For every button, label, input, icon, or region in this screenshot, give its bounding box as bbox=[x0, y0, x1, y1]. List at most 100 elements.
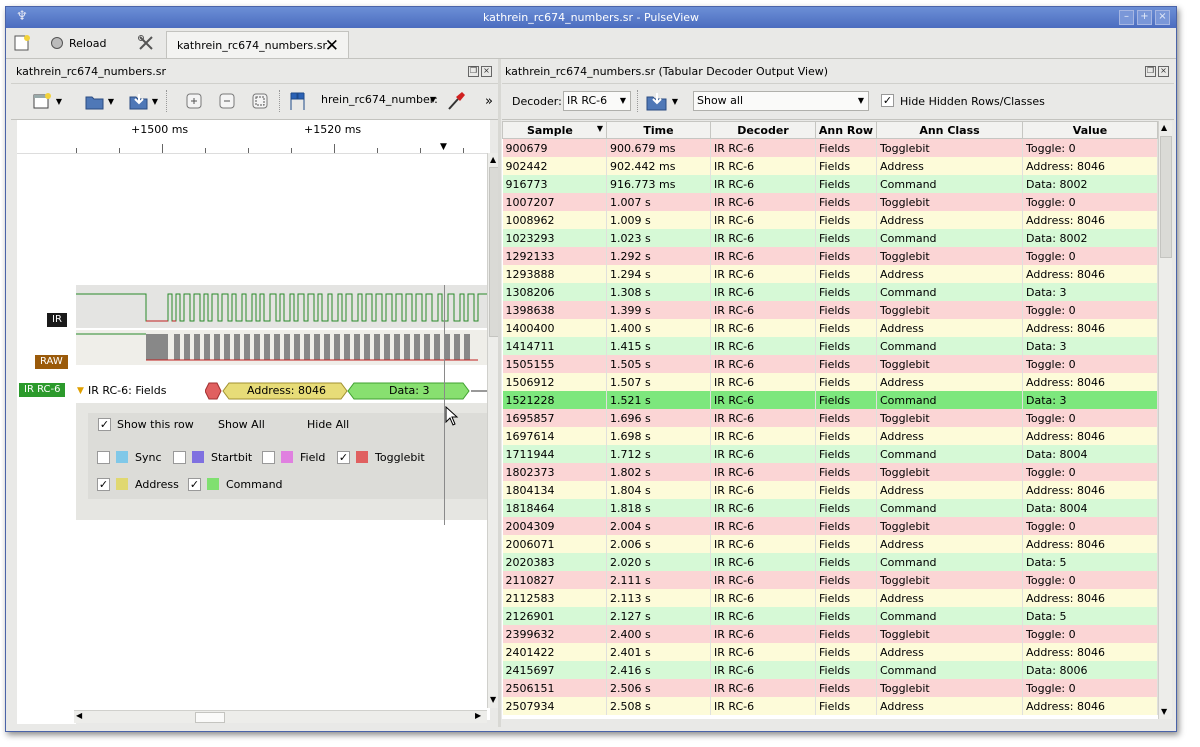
table-row[interactable]: 916773 916.773 ms IR RC-6 Fields Command Data… bbox=[502, 175, 1158, 193]
column-header-value[interactable]: Value bbox=[1022, 121, 1158, 139]
table-row[interactable]: 1400400 1.400 s IR RC-6 Fields Address Addres… bbox=[502, 319, 1158, 337]
time-ruler[interactable]: +1500 ms +1520 ms ▼ bbox=[17, 120, 490, 154]
device-combo[interactable]: hrein_rc674_number: ▼ bbox=[318, 91, 440, 111]
column-header-sample[interactable]: Sample ▼ bbox=[502, 121, 607, 139]
table-row[interactable]: 1414711 1.415 s IR RC-6 Fields Command Data: … bbox=[502, 337, 1158, 355]
table-row[interactable]: 1505155 1.505 s IR RC-6 Fields Togglebit Togg… bbox=[502, 355, 1158, 373]
table-row[interactable]: 1818464 1.818 s IR RC-6 Fields Command Data: … bbox=[502, 499, 1158, 517]
scroll-down-icon[interactable]: ▼ bbox=[1161, 707, 1168, 716]
ir-trace-row[interactable] bbox=[76, 285, 490, 328]
scroll-thumb[interactable] bbox=[1160, 136, 1172, 258]
cursors-button[interactable] bbox=[287, 90, 309, 112]
show-all-button[interactable]: Show All bbox=[218, 418, 265, 431]
table-row[interactable]: 1008962 1.009 s IR RC-6 Fields Address Addres… bbox=[502, 211, 1158, 229]
table-row[interactable]: 1308206 1.308 s IR RC-6 Fields Command Data: … bbox=[502, 283, 1158, 301]
new-view-button[interactable] bbox=[31, 90, 53, 112]
probe-button[interactable] bbox=[445, 90, 467, 112]
chevron-down-icon[interactable]: ▼ bbox=[151, 96, 159, 106]
column-header-ann-class[interactable]: Ann Class bbox=[876, 121, 1023, 139]
zoom-out-button[interactable] bbox=[216, 90, 238, 112]
sync-checkbox[interactable] bbox=[97, 451, 110, 464]
new-session-button[interactable] bbox=[14, 32, 30, 54]
table-row[interactable]: 1711944 1.712 s IR RC-6 Fields Command Data: … bbox=[502, 445, 1158, 463]
table-row[interactable]: 2399632 2.400 s IR RC-6 Fields Togglebit Togg… bbox=[502, 625, 1158, 643]
address-checkbox[interactable]: ✓ bbox=[97, 478, 110, 491]
cursor-marker-icon[interactable]: ▼ bbox=[440, 142, 447, 152]
startbit-checkbox[interactable] bbox=[173, 451, 186, 464]
channel-label-decoder[interactable]: IR RC-6 bbox=[19, 383, 66, 397]
save-table-button[interactable] bbox=[646, 90, 668, 112]
table-row[interactable]: 2110827 2.111 s IR RC-6 Fields Togglebit Togg… bbox=[502, 571, 1158, 589]
expand-arrow-icon[interactable]: ▼ bbox=[77, 386, 84, 396]
zoom-in-button[interactable] bbox=[183, 90, 205, 112]
close-window-button[interactable]: × bbox=[1155, 10, 1170, 25]
table-row[interactable]: 2415697 2.416 s IR RC-6 Fields Command Data: … bbox=[502, 661, 1158, 679]
panel-splitter[interactable] bbox=[498, 59, 501, 727]
table-row[interactable]: 1293888 1.294 s IR RC-6 Fields Address Addres… bbox=[502, 265, 1158, 283]
scroll-left-icon[interactable]: ◀ bbox=[76, 711, 83, 720]
scroll-right-icon[interactable]: ▶ bbox=[475, 711, 482, 720]
scroll-up-icon[interactable]: ▲ bbox=[490, 155, 497, 164]
hide-hidden-checkbox[interactable]: ✓ bbox=[881, 94, 894, 107]
maximize-button[interactable]: + bbox=[1137, 10, 1152, 25]
chevron-down-icon[interactable]: ▼ bbox=[55, 96, 63, 106]
scroll-down-icon[interactable]: ▼ bbox=[490, 695, 497, 704]
column-header-time[interactable]: Time bbox=[606, 121, 711, 139]
togglebit-checkbox[interactable]: ✓ bbox=[337, 451, 350, 464]
field-checkbox[interactable] bbox=[262, 451, 275, 464]
toolbar-overflow-button[interactable]: » bbox=[485, 93, 493, 109]
trace-horizontal-scrollbar[interactable]: ◀ ▶ bbox=[74, 710, 487, 723]
save-file-button[interactable] bbox=[128, 90, 150, 112]
column-header-decoder[interactable]: Decoder bbox=[710, 121, 816, 139]
table-row[interactable]: 902442 902.442 ms IR RC-6 Fields Address Addr… bbox=[502, 157, 1158, 175]
decoder-select[interactable]: IR RC-6 ▼ bbox=[563, 91, 631, 111]
raw-trace-row[interactable] bbox=[76, 330, 490, 365]
hide-all-button[interactable]: Hide All bbox=[307, 418, 350, 431]
float-icon[interactable]: ❐ bbox=[468, 66, 479, 77]
column-header-ann-row[interactable]: Ann Row bbox=[815, 121, 877, 139]
table-row[interactable]: 2020383 2.020 s IR RC-6 Fields Command Data: … bbox=[502, 553, 1158, 571]
filter-select[interactable]: Show all ▼ bbox=[693, 91, 869, 111]
tab-session[interactable]: kathrein_rc674_numbers.sr ✕ bbox=[166, 31, 349, 58]
table-row[interactable]: 1007207 1.007 s IR RC-6 Fields Togglebit Togg… bbox=[502, 193, 1158, 211]
close-icon[interactable]: × bbox=[1158, 66, 1169, 77]
minimize-button[interactable]: – bbox=[1119, 10, 1134, 25]
command-checkbox[interactable]: ✓ bbox=[188, 478, 201, 491]
reload-button[interactable]: Reload bbox=[50, 32, 106, 54]
table-row[interactable]: 1521228 1.521 s IR RC-6 Fields Command Data: … bbox=[502, 391, 1158, 409]
table-row[interactable]: 2126901 2.127 s IR RC-6 Fields Command Data: … bbox=[502, 607, 1158, 625]
scroll-up-icon[interactable]: ▲ bbox=[1161, 123, 1168, 132]
table-row[interactable]: 2506151 2.506 s IR RC-6 Fields Togglebit Togg… bbox=[502, 679, 1158, 697]
cursor-line[interactable] bbox=[444, 285, 445, 525]
scroll-thumb[interactable] bbox=[195, 712, 225, 723]
table-row[interactable]: 1695857 1.696 s IR RC-6 Fields Togglebit Togg… bbox=[502, 409, 1158, 427]
table-row[interactable]: 2401422 2.401 s IR RC-6 Fields Address Addres… bbox=[502, 643, 1158, 661]
close-icon[interactable]: ✕ bbox=[324, 36, 339, 56]
close-icon[interactable]: × bbox=[481, 66, 492, 77]
chevron-down-icon[interactable]: ▼ bbox=[107, 96, 115, 106]
annotation-data[interactable]: Data: 3 bbox=[389, 384, 430, 397]
table-row[interactable]: 2112583 2.113 s IR RC-6 Fields Address Addres… bbox=[502, 589, 1158, 607]
table-row[interactable]: 1697614 1.698 s IR RC-6 Fields Address Addres… bbox=[502, 427, 1158, 445]
channel-label-ir[interactable]: IR bbox=[47, 313, 67, 327]
float-icon[interactable]: ❐ bbox=[1145, 66, 1156, 77]
table-row[interactable]: 2004309 2.004 s IR RC-6 Fields Togglebit Togg… bbox=[502, 517, 1158, 535]
chevron-down-icon[interactable]: ▼ bbox=[671, 96, 679, 106]
table-row[interactable]: 1802373 1.802 s IR RC-6 Fields Togglebit Togg… bbox=[502, 463, 1158, 481]
trace-view[interactable]: +1500 ms +1520 ms ▼ IR bbox=[17, 120, 501, 724]
table-row[interactable]: 2507934 2.508 s IR RC-6 Fields Address Addres… bbox=[502, 697, 1158, 715]
annotation-address[interactable]: Address: 8046 bbox=[247, 384, 327, 397]
table-row[interactable]: 1292133 1.292 s IR RC-6 Fields Togglebit Togg… bbox=[502, 247, 1158, 265]
table-row[interactable]: 1506912 1.507 s IR RC-6 Fields Address Addres… bbox=[502, 373, 1158, 391]
table-row[interactable]: 900679 900.679 ms IR RC-6 Fields Togglebit To… bbox=[502, 138, 1158, 157]
table-row[interactable]: 1023293 1.023 s IR RC-6 Fields Command Data: … bbox=[502, 229, 1158, 247]
open-file-button[interactable] bbox=[84, 90, 106, 112]
show-row-checkbox[interactable]: ✓ bbox=[98, 418, 111, 431]
table-row[interactable]: 2006071 2.006 s IR RC-6 Fields Address Addres… bbox=[502, 535, 1158, 553]
channel-label-raw[interactable]: RAW bbox=[35, 355, 68, 369]
table-row[interactable]: 1804134 1.804 s IR RC-6 Fields Address Addres… bbox=[502, 481, 1158, 499]
settings-button[interactable] bbox=[137, 32, 155, 54]
table-row[interactable]: 1398638 1.399 s IR RC-6 Fields Togglebit Togg… bbox=[502, 301, 1158, 319]
table-vertical-scrollbar[interactable]: ▲ ▼ bbox=[1158, 121, 1172, 719]
decoder-output-table[interactable]: Sample ▼ Time Decoder Ann Row Ann Class V… bbox=[502, 121, 1172, 719]
